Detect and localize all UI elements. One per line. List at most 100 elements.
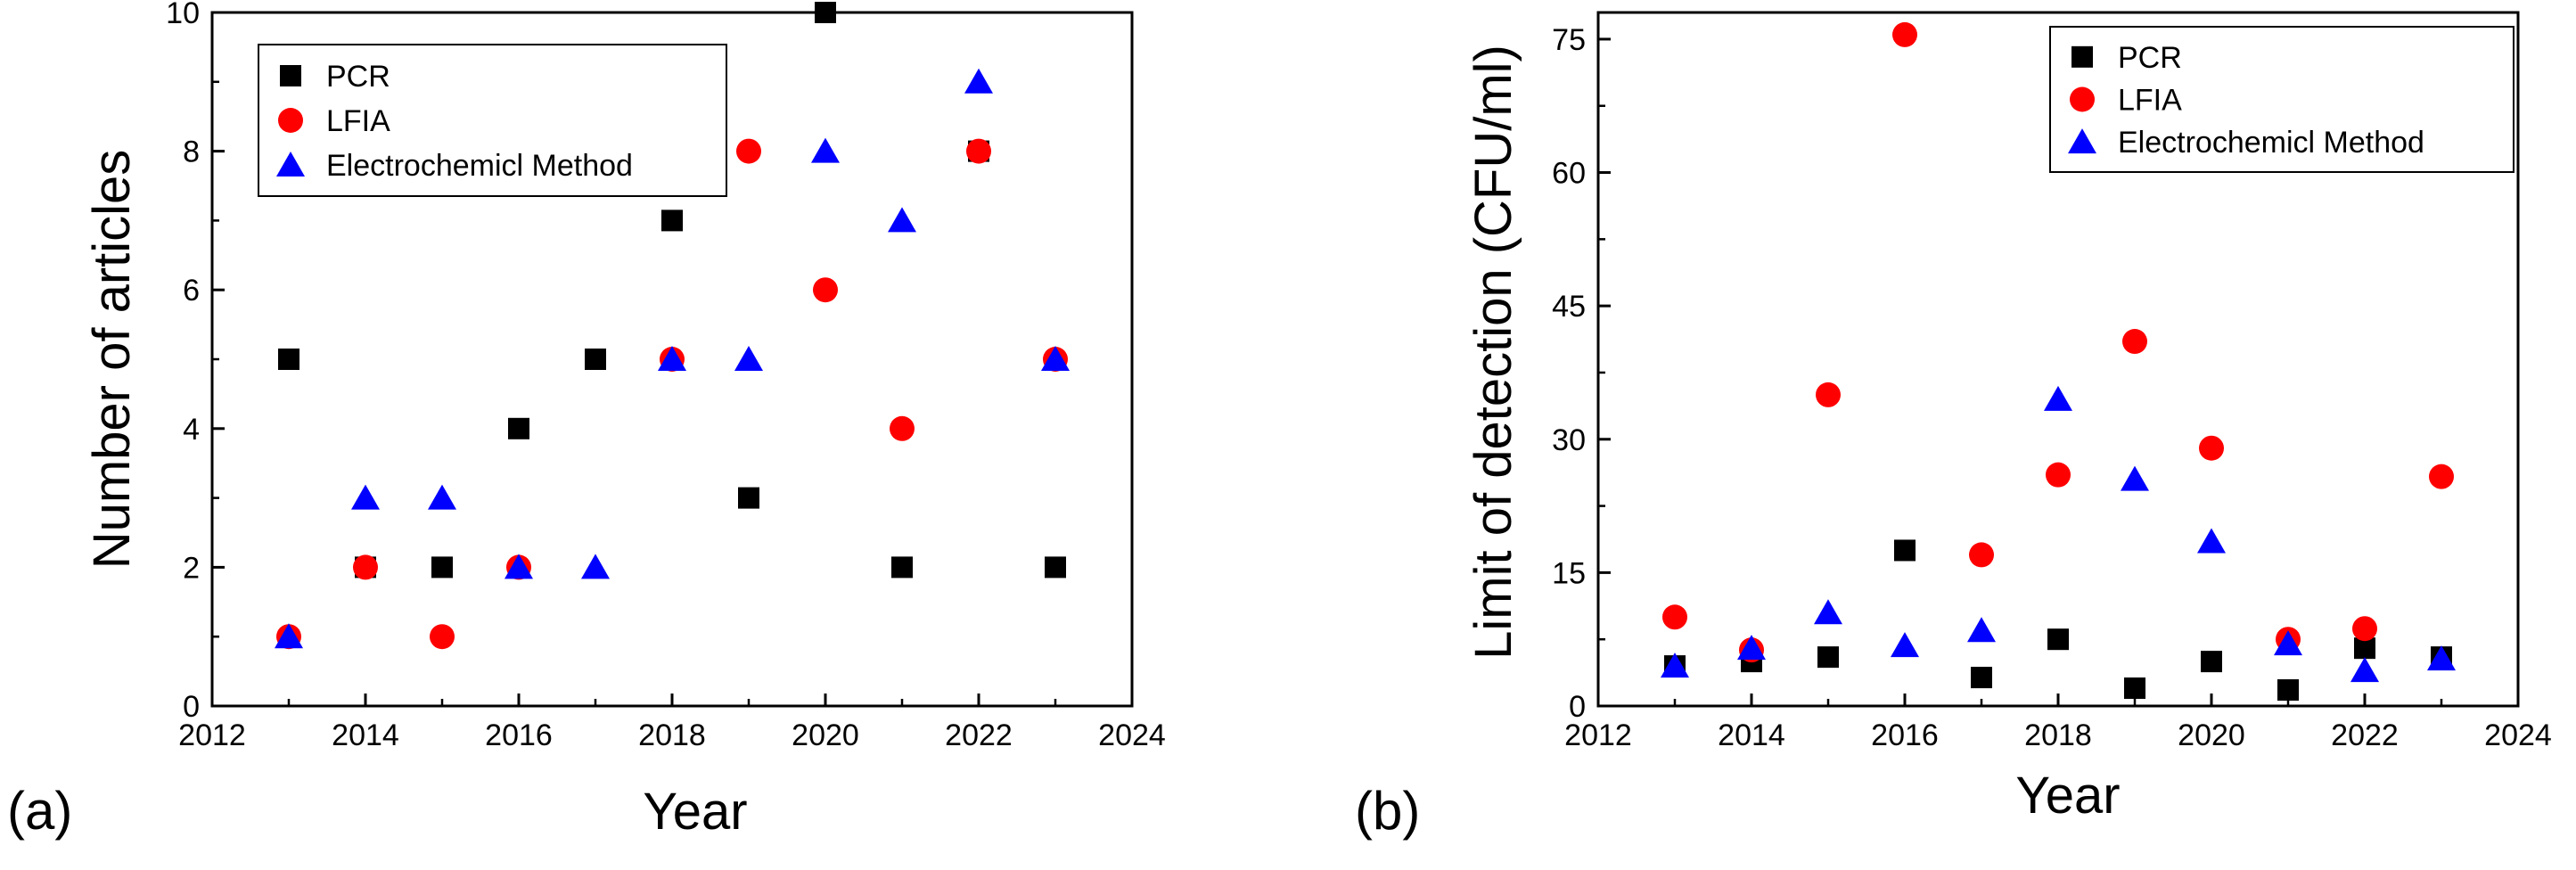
y-tick-label: 6 [183,274,200,308]
legend-marker-square [2071,45,2093,68]
legend: PCR LFIA Electrochemicl Method [2049,26,2514,173]
y-tick-label: 30 [1552,423,1586,457]
x-tick-label: 2014 [1718,718,1785,752]
chart-panel-a: 2012 2014 2016 2018 2020 2022 2024 0 2 4 6 8 10 Numbe… [7,0,1166,841]
data-point-triangle [428,484,456,510]
data-point-triangle [811,137,840,163]
x-tick-label: 2022 [945,718,1013,752]
data-point-square [1971,667,1992,689]
data-point-square [431,556,453,579]
y-tick-label: 0 [183,690,200,724]
data-point-triangle [1661,652,1689,678]
x-tick-label: 2018 [638,718,706,752]
x-tick-label: 2020 [792,718,859,752]
data-point-triangle [1967,617,1996,643]
y-axis-title: Limit of detection (CFU/ml) [1464,45,1522,660]
y-tick-label: 4 [183,413,200,447]
x-tick-label: 2012 [1564,718,1632,752]
data-point-triangle [505,554,533,579]
data-point-triangle [1891,632,1919,658]
data-point-triangle [2274,630,2302,656]
data-point-circle [1969,542,1994,568]
data-point-circle [736,138,761,164]
data-point-circle [2429,464,2454,489]
x-tick-label: 2024 [1098,718,1166,752]
x-axis-title: Year [643,783,747,841]
data-point-circle [1816,382,1841,407]
x-axis-title: Year [2015,767,2120,825]
data-point-square [2124,677,2145,700]
data-point-triangle [275,623,303,649]
x-tick-label: 2018 [2024,718,2092,752]
legend-label: LFIA [2118,84,2182,118]
data-point-triangle [351,484,380,510]
x-tick-label: 2022 [2331,718,2399,752]
y-tick-label: 8 [183,135,200,169]
data-point-circle [430,624,455,650]
x-tick-label: 2020 [2178,718,2245,752]
data-point-triangle [1737,635,1766,661]
series-pcr [278,2,1066,579]
y-tick-label: 60 [1552,157,1586,191]
data-point-square [738,487,759,509]
data-point-triangle [2350,657,2379,683]
y-tick-label: 45 [1552,290,1586,324]
data-point-circle [890,415,915,441]
data-point-circle [1662,604,1687,630]
data-point-triangle [734,346,763,371]
data-point-triangle [1041,346,1070,371]
data-point-square [815,2,836,23]
chart-panel-b: 2012 2014 2016 2018 2020 2022 2024 0 15 30 45 60 75 L… [1355,11,2552,841]
data-point-square [661,209,683,232]
data-point-triangle [2121,465,2149,491]
data-point-triangle [658,346,686,371]
x-tick-label: 2024 [2484,718,2552,752]
x-tick-label: 2012 [178,718,246,752]
legend-marker-triangle [276,152,305,176]
data-point-square [891,556,913,579]
y-tick-label: 0 [1569,690,1586,724]
legend-label: Electrochemicl Method [2118,126,2424,160]
data-point-circle [2046,462,2071,488]
data-point-triangle [2197,528,2226,554]
data-point-triangle [581,554,610,579]
data-point-circle [2199,435,2224,461]
data-point-square [278,349,299,370]
data-point-square [1045,556,1066,579]
legend-marker-square [280,65,301,86]
series-pcr [1664,539,2452,702]
data-point-circle [353,554,378,580]
data-point-square [2277,679,2299,702]
series-electrochemicl-method [1661,385,2456,683]
data-point-square [585,349,606,370]
data-point-circle [2352,616,2377,642]
legend-box [258,44,727,197]
legend: PCR LFIA Electrochemicl Method [258,44,727,197]
x-tick-label: 2016 [1871,718,1939,752]
y-tick-label: 15 [1552,556,1586,590]
data-point-circle [813,277,838,303]
legend-label: LFIA [326,104,390,138]
legend-marker-circle [278,108,303,133]
data-point-circle [966,138,991,164]
y-tick-label: 10 [166,0,200,30]
data-point-triangle [2427,645,2456,671]
data-point-triangle [888,207,916,233]
data-point-triangle [2044,385,2072,411]
data-point-triangle [1814,599,1842,625]
data-point-triangle [964,68,993,94]
legend-label: PCR [2118,41,2182,75]
data-point-circle [2122,329,2147,355]
x-tick-label: 2014 [332,718,399,752]
y-tick-label: 2 [183,551,200,585]
legend-marker-triangle [2068,128,2096,154]
panel-label: (b) [1355,781,1420,841]
legend-box [2049,26,2514,173]
series-electrochemicl-method [275,68,1070,649]
data-point-square [2201,651,2222,673]
data-point-square [508,417,529,439]
data-point-circle [1892,21,1917,47]
data-point-square [2047,628,2069,651]
series-lfia [1662,21,2454,663]
